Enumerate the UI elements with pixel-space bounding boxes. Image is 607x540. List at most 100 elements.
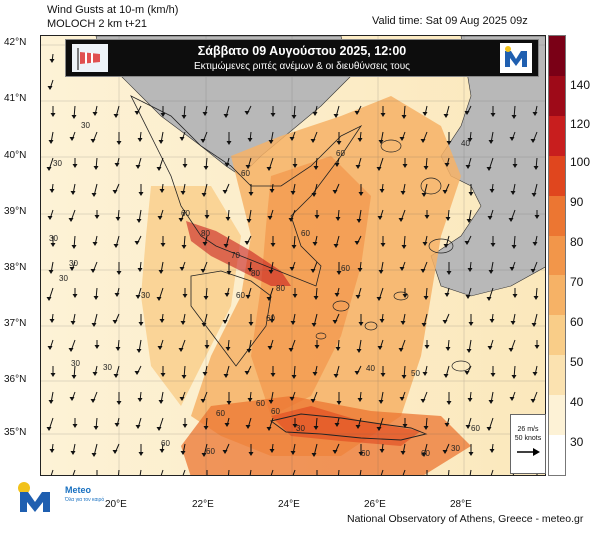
wind-arrow-head bbox=[135, 295, 141, 299]
colorbar-segment bbox=[549, 155, 565, 196]
wind-arrow-head bbox=[402, 164, 408, 168]
contour-value-label: 80 bbox=[251, 269, 260, 278]
wind-arrow-head bbox=[531, 323, 537, 327]
wind-arrow-head bbox=[292, 424, 298, 428]
wind-arrow-head bbox=[332, 190, 338, 194]
wind-arrow-head bbox=[180, 451, 186, 455]
wind-arrow-head bbox=[46, 427, 52, 431]
wind-arrow-head bbox=[95, 475, 100, 476]
wind-arrow-head bbox=[533, 296, 539, 300]
crete bbox=[269, 413, 428, 441]
lat-label-36: 36°N bbox=[4, 374, 27, 385]
wind-arrow-head bbox=[378, 270, 384, 274]
wind-arrow-head bbox=[291, 245, 297, 249]
wind-arrow bbox=[469, 469, 472, 475]
wind-arrow-head bbox=[420, 399, 426, 403]
wind-arrow-head bbox=[205, 475, 210, 476]
wind-arrow-head bbox=[465, 295, 471, 299]
wind-arrow-head bbox=[203, 426, 209, 430]
wind-arrow-head bbox=[92, 372, 98, 376]
wind-arrow-head bbox=[464, 111, 470, 115]
lon-label-26: 26°E bbox=[364, 499, 386, 510]
wind-arrow-head bbox=[464, 371, 470, 375]
wind-arrow-head bbox=[200, 139, 206, 143]
contour-value-labels: 3030303030303030303040405060606060606060… bbox=[49, 121, 480, 458]
wind-arrow-head bbox=[226, 271, 232, 275]
contour-value-label: 30 bbox=[81, 121, 90, 130]
contour-value-label: 60 bbox=[301, 229, 310, 238]
wind-arrow-head bbox=[70, 191, 76, 195]
wind-arrow-head bbox=[71, 115, 77, 119]
wind-arrow-head bbox=[490, 243, 496, 247]
wind-arrow-head bbox=[182, 424, 188, 428]
wind-arrow-head bbox=[201, 193, 207, 197]
wind-arrow-head bbox=[72, 164, 78, 168]
wind-arrow-head bbox=[224, 293, 230, 297]
wind-arrow-head bbox=[534, 345, 540, 349]
wind-arrow-head bbox=[267, 346, 273, 350]
contour-value-label: 70 bbox=[231, 251, 240, 260]
valid-time: Valid time: Sat 09 Aug 2025 09z bbox=[372, 15, 528, 27]
wind-arrow-head bbox=[48, 270, 54, 274]
colorbar-segment bbox=[549, 395, 565, 436]
wind-arrow-head bbox=[355, 165, 361, 169]
wind-arrow-head bbox=[423, 296, 429, 300]
wind-arrow-head bbox=[399, 137, 405, 141]
wind-arrow-head bbox=[268, 140, 274, 144]
contour-value-label: 60 bbox=[236, 291, 245, 300]
contour-value-label: 80 bbox=[201, 229, 210, 238]
wind-arrow-head bbox=[268, 270, 274, 274]
wind-arrow-head bbox=[488, 400, 494, 404]
wind-arrow-head bbox=[467, 138, 473, 142]
wind-arrow-head bbox=[534, 215, 540, 219]
wind-arrow-head bbox=[380, 113, 386, 117]
wind-arrow bbox=[292, 469, 296, 475]
wind-arrow-head bbox=[202, 112, 208, 116]
contour-value-label: 60 bbox=[241, 169, 250, 178]
wind-arrow-head bbox=[379, 189, 385, 193]
wind-arrow-head bbox=[424, 345, 430, 349]
wind-arrow-head bbox=[422, 242, 428, 246]
wind-arrow-head bbox=[138, 322, 144, 326]
wind-arrow-head bbox=[137, 398, 143, 402]
wind-arrow-head bbox=[182, 164, 188, 168]
wind-arrow-head bbox=[224, 163, 230, 167]
wind-arrow-head bbox=[445, 217, 451, 221]
wind-arrow-head bbox=[314, 345, 320, 349]
wind-arrow-head bbox=[442, 320, 448, 324]
wind-arrow-head bbox=[160, 373, 166, 377]
wind-arrow-head bbox=[290, 321, 296, 325]
wind-arrow-head bbox=[376, 427, 382, 431]
wind-arrow-head bbox=[68, 218, 74, 222]
wind-arrow-head bbox=[116, 271, 122, 275]
colorbar-label-80: 80 bbox=[570, 235, 584, 249]
meteo-brand: Meteo bbox=[65, 485, 92, 495]
wind-arrow-head bbox=[245, 295, 251, 299]
wind-arrow-head bbox=[532, 242, 538, 246]
wind-arrow-head bbox=[266, 167, 272, 171]
wind-arrow-head bbox=[112, 320, 118, 324]
wind-arrow-head bbox=[90, 399, 96, 403]
wind-arrow-head bbox=[310, 399, 316, 403]
wind-arrow-head bbox=[72, 424, 78, 428]
wind-arrow-head bbox=[425, 475, 430, 476]
contour-value-label: 60 bbox=[256, 399, 265, 408]
wind-arrow-head bbox=[446, 401, 452, 405]
wind-arrow-head bbox=[335, 347, 341, 351]
lon-label-22: 22°E bbox=[192, 499, 214, 510]
wind-arrow-head bbox=[226, 401, 232, 405]
wind-arrow-head bbox=[313, 296, 319, 300]
wind-arrow-head bbox=[246, 219, 252, 223]
wind-arrow-head bbox=[266, 427, 272, 431]
wind-arrow-head bbox=[312, 372, 318, 376]
wind-arrow-head bbox=[445, 347, 451, 351]
wind-arrow bbox=[117, 469, 120, 475]
wind-arrow-head bbox=[402, 424, 408, 428]
footer-credit: National Observatory of Athens, Greece -… bbox=[347, 513, 584, 525]
wind-arrow-head bbox=[94, 345, 100, 349]
wind-arrow-head bbox=[335, 217, 341, 221]
lat-label-38: 38°N bbox=[4, 262, 27, 273]
wind-arrow-head bbox=[290, 191, 296, 195]
wind-arrow-head bbox=[225, 347, 231, 351]
wind-arrow-head bbox=[421, 453, 427, 457]
